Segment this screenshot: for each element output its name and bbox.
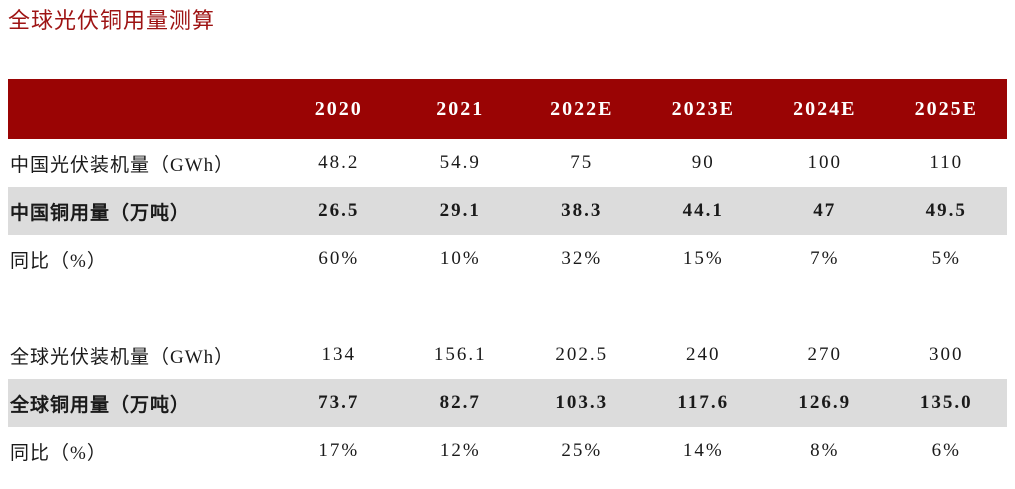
table-row [8,283,1007,331]
cell-value: 73.7 [318,392,360,413]
table-row: 中国光伏装机量（GWh） 48.2 54.9 75 90 100 110 [8,139,1007,187]
cell-value: 156.1 [433,344,487,365]
copper-usage-table: 2020 2021 2022E 2023E 2024E 2025E 中国光伏装机量（GWh… [8,79,1007,475]
header-year-cell: 2022E [550,97,614,120]
cell-value: 47 [813,200,837,221]
cell-value: 14% [682,440,724,461]
cell-value: 202.5 [555,344,609,365]
cell-value: 75 [570,152,594,173]
cell-value: 240 [686,344,721,365]
table-row: 全球铜用量（万吨） 73.7 82.7 103.3 117.6 126.9 135.0 [8,379,1007,427]
cell-value: 15% [682,248,724,269]
row-label: 中国光伏装机量（GWh） [10,154,235,176]
cell-value: 44.1 [682,200,724,221]
cell-value: 5% [931,248,961,269]
cell-value: 17% [318,440,360,461]
row-label: 全球光伏装机量（GWh） [10,346,235,368]
cell-value: 103.3 [555,392,609,413]
header-year-cell: 2020 [314,97,363,120]
cell-value: 82.7 [439,392,481,413]
table-header-row: 2020 2021 2022E 2023E 2024E 2025E [8,79,1007,139]
cell-value: 32% [561,248,603,269]
cell-value: 300 [929,344,964,365]
table-row: 同比（%） 17% 12% 25% 14% 8% 6% [8,427,1007,475]
cell-value: 48.2 [318,152,360,173]
header-year-cell: 2023E [671,97,735,120]
cell-value: 10% [439,248,481,269]
row-label: 同比（%） [10,250,107,272]
cell-value: 270 [807,344,842,365]
header-year-cell: 2024E [793,97,857,120]
cell-value: 54.9 [439,152,481,173]
cell-value: 134 [321,344,356,365]
cell-value: 25% [561,440,603,461]
table-row: 全球光伏装机量（GWh） 134 156.1 202.5 240 270 300 [8,331,1007,379]
cell-value: 29.1 [439,200,481,221]
cell-value: 12% [439,440,481,461]
row-label: 同比（%） [10,442,107,464]
header-year-cell: 2021 [436,97,485,120]
cell-value: 100 [807,152,842,173]
table-row: 同比（%） 60% 10% 32% 15% 7% 5% [8,235,1007,283]
cell-value: 126.9 [798,392,852,413]
cell-value: 8% [810,440,840,461]
cell-value: 60% [318,248,360,269]
header-year-cell: 2025E [914,97,978,120]
cell-value: 26.5 [318,200,360,221]
cell-value: 6% [931,440,961,461]
page-title: 全球光伏铜用量测算 [8,8,216,33]
table-row: 中国铜用量（万吨） 26.5 29.1 38.3 44.1 47 49.5 [8,187,1007,235]
cell-value: 90 [691,152,715,173]
cell-value: 117.6 [677,392,730,413]
cell-value: 49.5 [925,200,967,221]
cell-value: 38.3 [561,200,603,221]
cell-value: 7% [810,248,840,269]
cell-value: 135.0 [919,392,973,413]
row-label: 全球铜用量（万吨） [10,394,191,416]
row-label: 中国铜用量（万吨） [10,202,191,224]
cell-value: 110 [929,152,964,173]
